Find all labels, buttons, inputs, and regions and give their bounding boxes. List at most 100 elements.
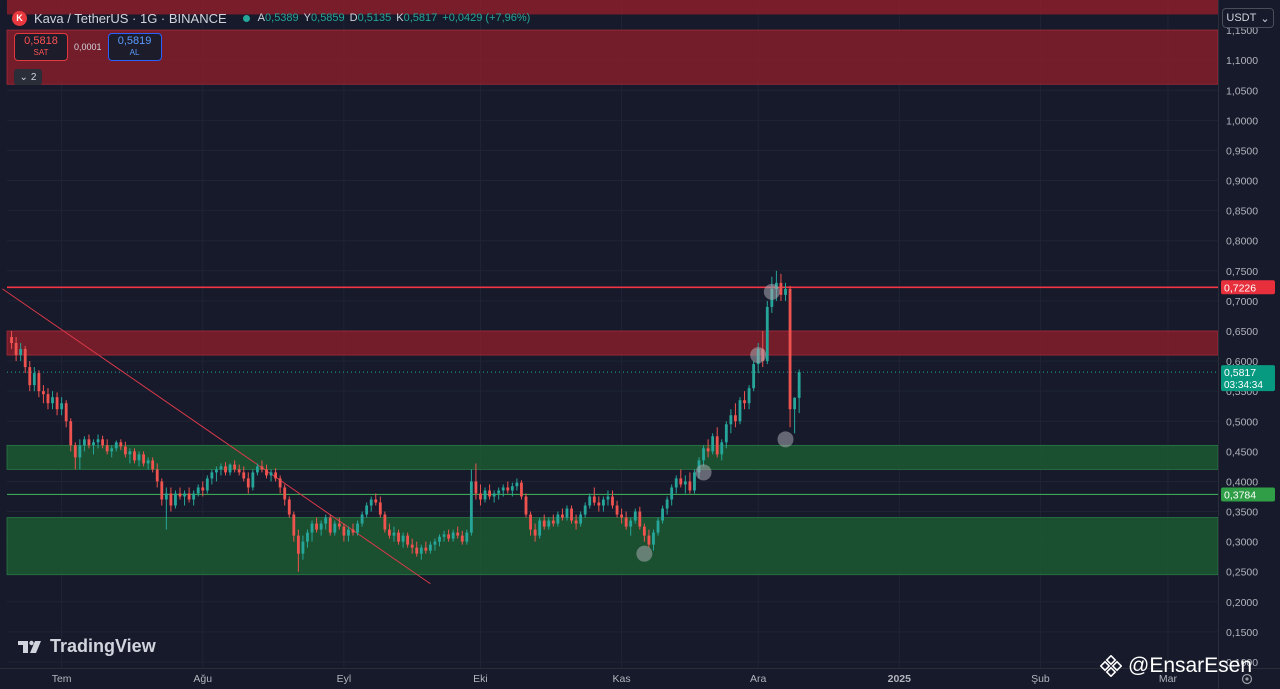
- candle-body: [287, 499, 291, 515]
- candle-body: [210, 472, 214, 479]
- candle-body: [251, 472, 255, 488]
- candle-body: [551, 520, 555, 524]
- candle: [488, 484, 491, 500]
- candle-body: [55, 397, 59, 410]
- price-axis[interactable]: 1,1500 1,1000 1,0500 1,0000 0,9500 0,9000 0,85…: [1218, 0, 1259, 689]
- candle: [702, 445, 705, 467]
- candle: [96, 434, 100, 449]
- candle-body: [278, 478, 282, 488]
- candle-body: [488, 490, 491, 497]
- candle-body: [565, 508, 569, 518]
- candle-body: [73, 445, 77, 458]
- candle: [10, 330, 13, 350]
- candle: [64, 400, 68, 428]
- candle: [647, 529, 651, 548]
- settings-gear-icon[interactable]: [1240, 672, 1254, 686]
- candle: [715, 427, 719, 458]
- candle: [797, 369, 801, 414]
- candle: [237, 464, 241, 476]
- candle: [542, 514, 546, 530]
- candle-body: [105, 445, 109, 452]
- candle: [656, 517, 660, 536]
- tradingview-logo[interactable]: TradingView: [16, 636, 156, 657]
- symbol-legend[interactable]: K Kava / TetherUS · 1G · BINANCE A0,5389…: [12, 9, 530, 27]
- candle: [333, 520, 337, 536]
- candle: [433, 538, 437, 551]
- candle-body: [342, 526, 346, 536]
- candle-body: [19, 349, 23, 356]
- time-tick-label: 2025: [888, 673, 912, 685]
- candle-body: [611, 496, 614, 506]
- currency-selector[interactable]: USDT ⌄: [1222, 8, 1274, 28]
- candle-body: [337, 523, 341, 527]
- open-label: A: [257, 12, 266, 24]
- candle-body: [433, 541, 437, 545]
- candle: [788, 285, 792, 428]
- chevron-down-icon: ⌄: [1260, 12, 1270, 25]
- candle: [155, 463, 159, 488]
- resistance-zone-band: [7, 0, 1218, 15]
- candle: [19, 343, 23, 362]
- candle-body: [123, 446, 127, 455]
- symbol-title[interactable]: Kava / TetherUS · 1G · BINANCE: [34, 10, 227, 26]
- candle: [629, 517, 633, 536]
- buy-button[interactable]: 0,5819 AL: [107, 33, 162, 61]
- price-zones: [6, 0, 1219, 576]
- circle-markers: [636, 283, 794, 562]
- sell-button[interactable]: 0,5818 SAT: [14, 33, 68, 61]
- candle-body: [92, 442, 95, 446]
- candle: [538, 517, 542, 539]
- support-price-label-bg: [1221, 487, 1275, 502]
- candle-body: [665, 499, 669, 509]
- candle: [442, 530, 446, 542]
- circle-marker: [763, 283, 780, 300]
- candle-body: [615, 505, 619, 515]
- candle: [579, 511, 583, 527]
- candle-body: [351, 529, 355, 533]
- candle-body: [752, 364, 756, 389]
- candle: [151, 457, 155, 473]
- price-tick-label: 0,1500: [1226, 627, 1258, 639]
- candle-body: [333, 523, 337, 533]
- candle: [497, 487, 501, 500]
- candle-body: [64, 403, 68, 422]
- resistance-zone: [6, 330, 1219, 356]
- candle: [287, 496, 291, 518]
- candle: [360, 511, 364, 527]
- candle: [724, 421, 728, 449]
- candle-body: [547, 520, 551, 527]
- candle: [479, 484, 482, 506]
- time-tick-label: Ağu: [193, 673, 212, 685]
- candle-body: [447, 534, 451, 539]
- candle: [510, 482, 514, 497]
- candle: [465, 529, 469, 545]
- time-axis[interactable]: Tem Ağu Eyl Eki Kas Ara 2025 Şub Mar: [0, 668, 1280, 686]
- candle-body: [160, 481, 164, 500]
- low-value: 0,5135: [357, 12, 392, 24]
- candle: [533, 523, 537, 542]
- candle-body: [324, 517, 328, 524]
- candle: [242, 466, 246, 482]
- candle: [269, 469, 273, 482]
- candle-body: [497, 490, 501, 494]
- candle-body: [793, 397, 797, 410]
- price-tick-label: 1,1500: [1226, 25, 1258, 37]
- candle-body: [142, 454, 145, 464]
- candle-body: [524, 496, 528, 515]
- indicators-toggle-button[interactable]: ⌄ 2: [14, 69, 42, 85]
- candle: [706, 439, 710, 458]
- candle: [192, 490, 196, 506]
- candle: [101, 435, 105, 449]
- time-tick-label: Mar: [1159, 673, 1178, 685]
- candle: [183, 490, 186, 506]
- candle: [69, 418, 73, 452]
- candle: [779, 273, 783, 301]
- candle-body: [301, 541, 305, 554]
- candle-body: [738, 400, 742, 422]
- candle: [378, 496, 382, 518]
- candle: [615, 500, 619, 518]
- support-price-label: 0,3784: [1224, 489, 1256, 501]
- candle-body: [42, 391, 45, 395]
